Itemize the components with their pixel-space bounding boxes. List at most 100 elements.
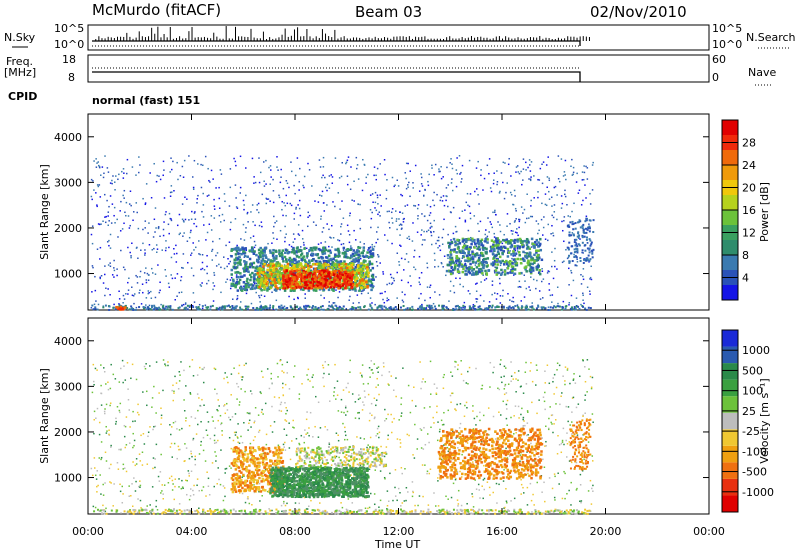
data-point	[406, 307, 409, 310]
data-point	[539, 248, 543, 252]
data-point	[481, 246, 485, 250]
data-point	[165, 305, 168, 308]
data-point	[251, 271, 254, 275]
data-point	[557, 177, 560, 180]
data-point	[334, 253, 337, 256]
data-point	[259, 301, 261, 303]
data-point	[427, 229, 430, 232]
data-point	[302, 255, 306, 258]
data-point	[125, 214, 127, 217]
data-point	[220, 173, 223, 175]
data-point	[327, 263, 330, 267]
data-point	[381, 292, 383, 295]
data-point	[573, 253, 575, 256]
data-point	[283, 265, 287, 268]
data-point	[283, 202, 285, 204]
data-point	[115, 308, 118, 311]
data-point	[258, 296, 261, 299]
data-point	[585, 215, 588, 218]
data-point	[305, 261, 308, 265]
data-point	[382, 298, 384, 301]
data-point	[404, 172, 407, 174]
data-point	[552, 232, 554, 234]
data-point	[516, 228, 518, 230]
data-point	[322, 227, 325, 229]
data-point	[286, 278, 289, 281]
data-point	[189, 231, 192, 234]
data-point	[391, 431, 393, 434]
data-point	[532, 278, 535, 281]
data-point	[292, 241, 295, 243]
data-point	[362, 290, 364, 292]
data-point	[535, 243, 538, 246]
data-point	[136, 211, 138, 214]
data-point	[337, 260, 341, 264]
data-point	[262, 306, 265, 309]
data-point	[290, 204, 293, 207]
data-point	[245, 249, 247, 252]
data-point	[307, 266, 310, 270]
data-point	[467, 259, 470, 262]
data-point	[523, 296, 526, 298]
data-point	[112, 175, 114, 177]
data-point	[464, 238, 468, 242]
data-point	[421, 306, 424, 309]
data-point	[411, 305, 414, 308]
data-point	[477, 262, 481, 266]
data-point	[498, 277, 501, 280]
data-point	[537, 196, 539, 199]
data-point	[132, 308, 135, 311]
power-x-axis	[87, 114, 710, 310]
data-point	[538, 229, 540, 232]
data-point	[419, 283, 421, 286]
data-point	[229, 418, 232, 421]
data-point	[497, 243, 500, 247]
data-point	[302, 288, 305, 292]
data-point	[100, 274, 103, 277]
data-point	[326, 189, 328, 192]
data-point	[370, 283, 373, 287]
data-point	[303, 258, 306, 262]
data-point	[270, 169, 272, 171]
data-point	[223, 377, 225, 380]
data-point	[303, 266, 306, 269]
data-point	[247, 305, 250, 308]
data-point	[275, 299, 278, 302]
data-point	[358, 289, 361, 292]
data-point	[428, 304, 431, 307]
data-point	[586, 242, 589, 244]
data-point	[263, 281, 266, 285]
data-point	[206, 272, 208, 275]
data-point	[525, 247, 529, 250]
data-point	[284, 251, 287, 254]
data-point	[346, 183, 349, 186]
data-point	[96, 248, 99, 250]
date-title: 02/Nov/2010	[590, 3, 687, 21]
data-point	[516, 428, 519, 431]
data-point	[524, 280, 526, 282]
data-point	[280, 253, 284, 256]
data-point	[202, 216, 205, 218]
data-point	[375, 276, 377, 278]
data-point	[342, 305, 345, 308]
data-point	[577, 235, 580, 238]
data-point	[227, 258, 229, 260]
data-point	[578, 234, 581, 237]
data-point	[409, 170, 412, 172]
data-point	[348, 241, 351, 244]
data-point	[90, 467, 93, 470]
data-point	[159, 235, 161, 238]
data-point	[122, 307, 126, 311]
data-point	[320, 271, 324, 274]
data-point	[219, 221, 222, 223]
data-point	[372, 278, 375, 281]
mhz-label: [MHz]	[4, 66, 36, 79]
data-point	[279, 266, 283, 269]
data-point	[400, 228, 403, 230]
data-point	[433, 305, 436, 308]
data-point	[336, 275, 339, 278]
data-point	[300, 282, 304, 286]
data-point	[395, 210, 397, 212]
data-point	[244, 264, 247, 267]
data-point	[279, 181, 282, 184]
